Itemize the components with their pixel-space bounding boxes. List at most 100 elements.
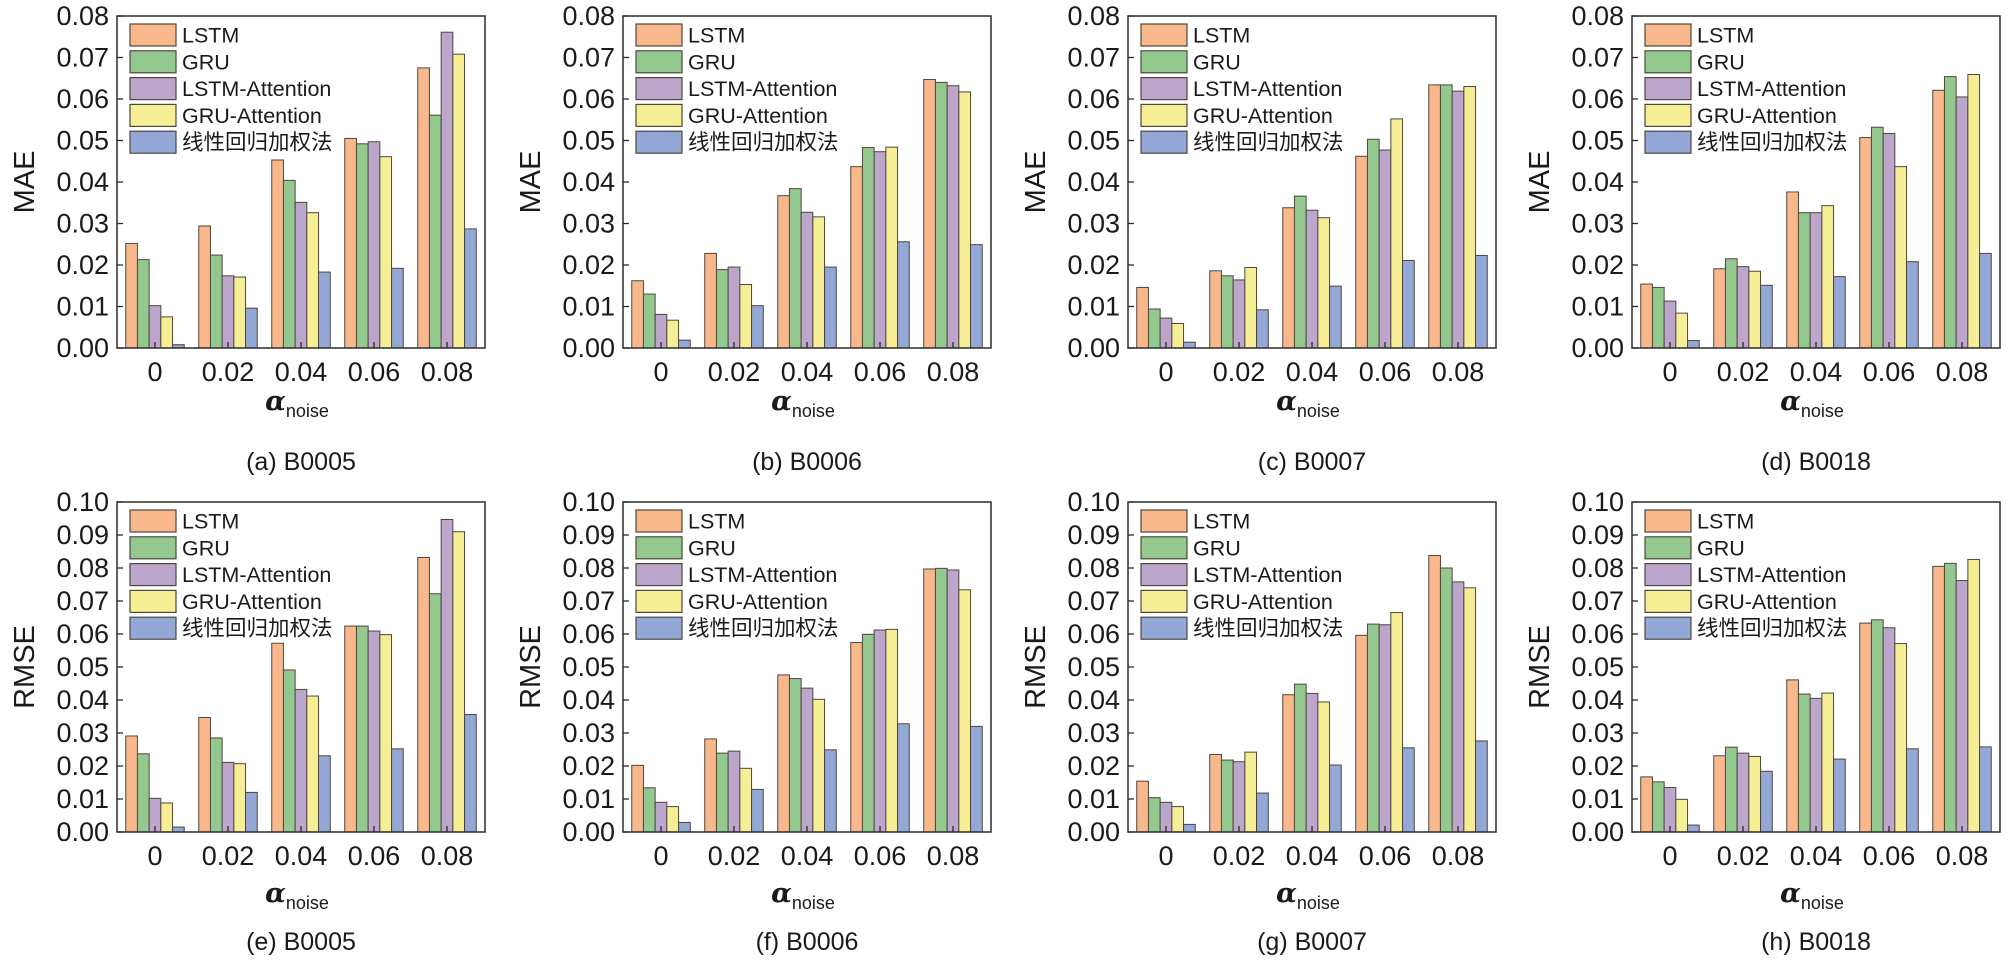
bar bbox=[379, 634, 393, 833]
bar bbox=[1428, 84, 1441, 349]
legend-label: LSTM-Attention bbox=[1697, 563, 1846, 587]
legend-label: LSTM bbox=[1193, 510, 1250, 534]
bars bbox=[125, 31, 477, 349]
bar bbox=[344, 625, 357, 833]
legend-swatch bbox=[1140, 616, 1188, 640]
bar bbox=[885, 628, 899, 833]
legend-item: LSTM bbox=[1140, 23, 1250, 48]
bar bbox=[1183, 823, 1196, 833]
legend-swatch bbox=[1644, 23, 1692, 47]
bar bbox=[1244, 266, 1258, 349]
legend-label: LSTM-Attention bbox=[1193, 77, 1342, 101]
bar bbox=[1355, 155, 1368, 349]
legend-label: 线性回归加权法 bbox=[1697, 617, 1848, 641]
bar bbox=[1675, 312, 1689, 349]
bar bbox=[271, 642, 284, 833]
bar bbox=[1713, 268, 1726, 349]
bar bbox=[233, 276, 247, 349]
bar bbox=[1797, 212, 1811, 349]
legend-label: GRU-Attention bbox=[688, 590, 828, 614]
x-tick-label: 0.06 bbox=[854, 841, 907, 871]
bars bbox=[631, 567, 983, 833]
bar bbox=[923, 568, 936, 833]
x-tick-label: 0.04 bbox=[1790, 357, 1843, 387]
x-tick-label: 0.06 bbox=[1359, 841, 1412, 871]
legend-item: GRU bbox=[1644, 536, 1745, 560]
y-tick-label: 0.03 bbox=[56, 718, 109, 748]
x-axis-label-subscript: noise bbox=[1297, 401, 1340, 421]
legend-swatch bbox=[129, 509, 177, 533]
x-tick-label: 0.02 bbox=[1717, 357, 1770, 387]
bar bbox=[1390, 118, 1404, 349]
x-tick-label: 0.08 bbox=[927, 841, 980, 871]
x-tick-label: 0 bbox=[147, 357, 162, 387]
legend-item: LSTM bbox=[1140, 509, 1250, 534]
y-tick-label: 0.06 bbox=[1067, 619, 1120, 649]
bar bbox=[1906, 748, 1919, 833]
bar bbox=[1329, 764, 1342, 833]
legend-item: LSTM-Attention bbox=[635, 562, 837, 587]
bar bbox=[800, 687, 814, 833]
bar bbox=[198, 716, 211, 833]
x-tick-label: 0.02 bbox=[1213, 841, 1266, 871]
legend-item: 线性回归加权法 bbox=[1140, 616, 1344, 641]
legend-item: LSTM-Attention bbox=[1644, 562, 1846, 587]
legend-swatch bbox=[1140, 509, 1188, 533]
bar bbox=[1748, 755, 1762, 833]
bar bbox=[958, 91, 972, 349]
bar bbox=[148, 305, 162, 349]
bar bbox=[1724, 746, 1738, 833]
legend-item: GRU bbox=[635, 50, 736, 74]
y-tick-label: 0.08 bbox=[1571, 553, 1624, 583]
y-tick-label: 0.02 bbox=[56, 751, 109, 781]
bar bbox=[318, 755, 331, 833]
y-tick-label: 0.05 bbox=[1571, 126, 1624, 156]
y-tick-label: 0.02 bbox=[1571, 250, 1624, 280]
x-tick-label: 0.08 bbox=[1432, 357, 1485, 387]
bar bbox=[160, 802, 174, 833]
y-tick-label: 0.09 bbox=[1067, 520, 1120, 550]
bar bbox=[850, 166, 863, 349]
y-tick-label: 0.03 bbox=[562, 718, 615, 748]
y-tick-label: 0.09 bbox=[1571, 520, 1624, 550]
legend-item: GRU-Attention bbox=[129, 589, 322, 614]
bar bbox=[417, 67, 430, 349]
legend-label: LSTM-Attention bbox=[1193, 563, 1342, 587]
bar bbox=[873, 151, 887, 349]
bar bbox=[1640, 776, 1653, 833]
bar bbox=[379, 156, 393, 349]
y-tick-label: 0.07 bbox=[56, 586, 109, 616]
y-tick-label: 0.06 bbox=[562, 619, 615, 649]
y-tick-label: 0.01 bbox=[1067, 784, 1120, 814]
x-axis-label-symbol: α bbox=[1780, 386, 1801, 417]
y-tick-label: 0.04 bbox=[562, 685, 615, 715]
x-axis-label-symbol: α bbox=[771, 878, 792, 909]
legend-swatch bbox=[635, 536, 683, 560]
y-tick-label: 0.07 bbox=[1571, 43, 1624, 73]
bar bbox=[861, 147, 875, 349]
legend-item: LSTM bbox=[635, 509, 745, 534]
y-tick-label: 0.07 bbox=[1067, 43, 1120, 73]
legend-label: 线性回归加权法 bbox=[182, 617, 333, 641]
bar bbox=[1675, 798, 1689, 833]
legend-swatch bbox=[1644, 616, 1692, 640]
bar bbox=[1451, 90, 1465, 349]
x-tick-label: 0.04 bbox=[275, 841, 328, 871]
bar bbox=[873, 629, 887, 833]
x-tick-label: 0.04 bbox=[781, 841, 834, 871]
bar bbox=[704, 738, 717, 833]
bar bbox=[125, 735, 138, 833]
legend-label: LSTM-Attention bbox=[1697, 77, 1846, 101]
bar bbox=[440, 31, 454, 349]
bar bbox=[440, 518, 454, 833]
legend-item: GRU-Attention bbox=[1644, 589, 1837, 614]
bar bbox=[1256, 792, 1269, 833]
bar bbox=[294, 201, 308, 349]
legend-label: LSTM bbox=[182, 24, 239, 48]
x-axis-label-subscript: noise bbox=[1801, 401, 1844, 421]
x-axis-label: αnoise bbox=[1276, 386, 1340, 421]
legend-swatch bbox=[635, 616, 683, 640]
y-tick-label: 0.08 bbox=[562, 1, 615, 31]
bar bbox=[1906, 261, 1919, 349]
legend-item: GRU bbox=[1140, 50, 1241, 74]
